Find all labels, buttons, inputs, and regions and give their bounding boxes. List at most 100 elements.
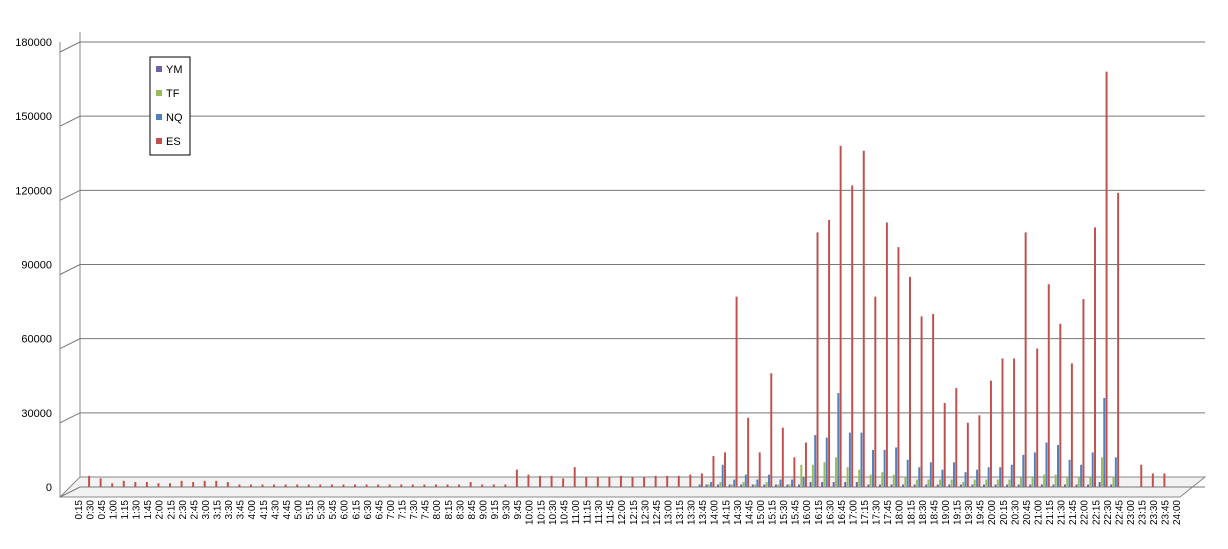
x-tick-label: 18:15	[906, 500, 917, 525]
bar	[744, 474, 747, 487]
x-tick-label: 11:45	[606, 500, 617, 525]
legend-swatch	[156, 114, 162, 120]
bar	[781, 427, 784, 487]
bar	[895, 447, 898, 487]
bar	[307, 484, 310, 487]
bar	[862, 150, 865, 487]
bar	[1054, 474, 1057, 487]
bar	[1057, 444, 1059, 487]
bar	[989, 380, 992, 487]
bar	[1117, 192, 1120, 488]
bar	[504, 484, 507, 487]
bar	[913, 484, 916, 487]
bar	[238, 484, 241, 487]
grid-line	[59, 41, 1205, 53]
bar	[458, 484, 461, 487]
bar	[740, 484, 743, 487]
bar	[747, 417, 750, 487]
bar	[1112, 477, 1115, 487]
bar	[758, 452, 761, 487]
bar	[983, 484, 985, 487]
x-tick-label: 20:45	[1022, 500, 1033, 525]
bar	[948, 484, 951, 487]
x-tick-label: 11:30	[594, 500, 605, 525]
x-tick-label: 21:15	[1045, 500, 1056, 525]
y-tick-label: 30000	[21, 408, 52, 420]
x-tick-label: 15:45	[791, 500, 802, 525]
bar	[1114, 457, 1117, 487]
bar	[203, 480, 206, 487]
x-tick-label: 2:15	[166, 500, 177, 520]
bar	[411, 484, 414, 487]
x-tick-label: 17:00	[848, 500, 859, 525]
bar	[515, 469, 518, 487]
bar	[767, 474, 770, 487]
bar	[1075, 484, 1078, 487]
bar	[906, 459, 909, 487]
x-tick-label: 8:45	[467, 500, 478, 520]
bar	[904, 477, 907, 487]
x-tick-label: 13:30	[687, 500, 698, 525]
x-tick-label: 15:00	[756, 500, 767, 525]
bar	[874, 296, 877, 487]
bar	[763, 484, 766, 487]
x-tick-label: 9:00	[478, 500, 489, 520]
bar	[700, 473, 703, 487]
bar	[848, 432, 851, 487]
x-tick-label: 14:30	[733, 500, 744, 525]
bar	[1087, 484, 1090, 487]
bar	[710, 482, 713, 487]
x-tick-label: 1:00	[108, 500, 119, 520]
x-tick-label: 3:15	[213, 500, 224, 520]
y-tick-label: 0	[46, 482, 52, 494]
x-tick-label: 22:15	[1091, 500, 1102, 525]
bar	[1013, 358, 1016, 487]
x-tick-label: 21:00	[1033, 500, 1044, 525]
x-tick-label: 18:30	[918, 500, 929, 525]
bar	[952, 462, 955, 487]
bar	[573, 467, 576, 487]
x-tick-label: 1:45	[143, 500, 154, 520]
bar	[786, 484, 789, 487]
bar	[883, 449, 886, 487]
x-tick-label: 0:15	[74, 500, 85, 520]
y-tick-label: 120000	[15, 185, 52, 197]
bar	[885, 222, 888, 487]
bar	[892, 474, 895, 487]
bar	[1105, 71, 1108, 488]
bar	[631, 477, 634, 487]
bar	[816, 232, 819, 487]
x-tick-label: 20:30	[1010, 500, 1021, 525]
bar	[562, 478, 565, 487]
bar	[800, 464, 803, 487]
bar	[765, 482, 768, 487]
x-tick-label: 7:15	[398, 500, 409, 520]
x-tick-label: 23:30	[1149, 500, 1160, 525]
x-tick-label: 16:00	[802, 500, 813, 525]
bar	[751, 484, 754, 487]
bar	[897, 247, 900, 487]
bar	[802, 477, 805, 487]
bar	[855, 482, 858, 487]
bar	[169, 483, 171, 487]
grid-line	[59, 189, 1205, 201]
bar	[909, 276, 911, 487]
x-tick-label: 17:30	[872, 500, 883, 525]
bar	[994, 484, 997, 487]
x-tick-label: 4:45	[282, 500, 293, 520]
y-tick-label: 150000	[15, 111, 52, 123]
bar	[996, 479, 999, 487]
x-tick-label: 9:45	[513, 500, 524, 520]
bar	[860, 432, 863, 487]
bar	[1103, 398, 1106, 487]
bar	[846, 467, 849, 487]
bar	[365, 484, 368, 487]
bar	[388, 484, 391, 487]
legend-label: ES	[166, 136, 181, 148]
x-tick-label: 7:45	[421, 500, 432, 520]
x-tick-label: 12:30	[640, 500, 651, 525]
x-tick-label: 17:15	[860, 500, 871, 525]
x-tick-label: 18:45	[929, 500, 940, 525]
x-tick-label: 11:15	[583, 500, 594, 525]
bar	[793, 457, 796, 487]
